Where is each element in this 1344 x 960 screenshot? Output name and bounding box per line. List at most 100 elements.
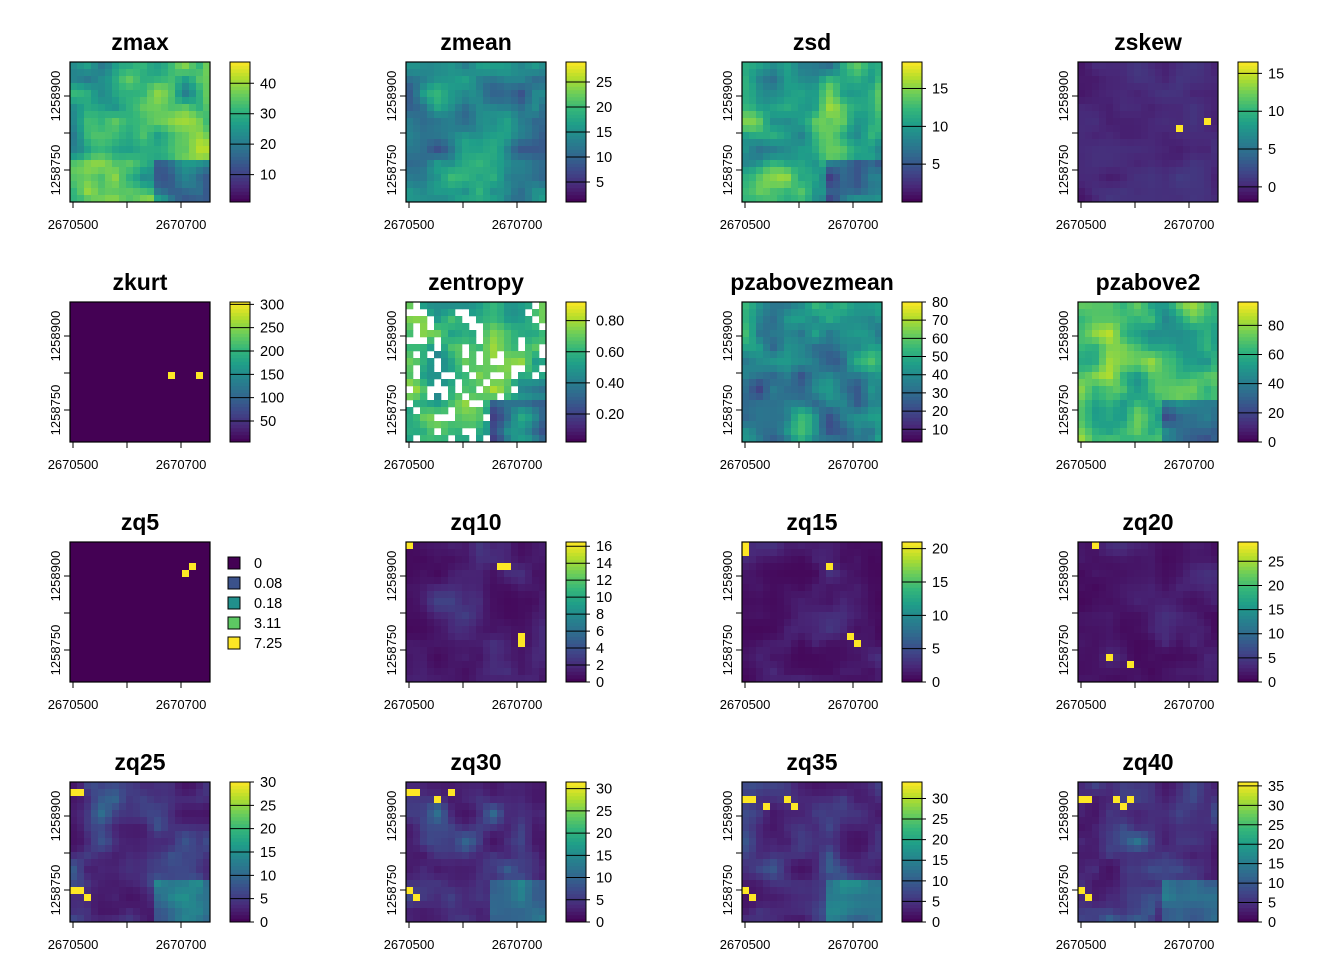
raster-cell [469,111,477,119]
raster-cell [77,668,85,676]
raster-cell [182,365,190,373]
raster-cell [455,111,463,119]
raster-cell [441,400,449,408]
raster-cell [448,400,456,408]
raster-cell [840,668,848,676]
raster-cell [140,584,148,592]
raster-cell [483,640,491,648]
raster-cell [469,414,477,422]
raster-cell [182,549,190,557]
raster-cell [784,97,792,105]
raster-cell [161,153,169,161]
legend-bar-step [1238,365,1258,369]
raster-cell [812,118,820,126]
raster-cell [77,661,85,669]
raster-cell [819,675,827,683]
raster-cell [847,619,855,627]
raster-cell [833,132,841,140]
raster-cell [140,386,148,394]
raster-cell [154,626,162,634]
raster-cell [1085,188,1093,196]
raster-cell [819,146,827,154]
raster-cell [1113,393,1121,401]
raster-cell [434,309,442,317]
raster-cell [1106,435,1114,443]
raster-cell [854,654,862,662]
raster-cell [861,323,869,331]
raster-cell [1106,407,1114,415]
x-tick-label: 2670700 [156,457,207,472]
raster-cell [1176,365,1184,373]
raster-cell [483,619,491,627]
raster-cell [434,626,442,634]
raster-cell [532,647,540,655]
raster-cell [161,97,169,105]
raster-cell [406,591,414,599]
y-tick-label: 1258750 [1056,145,1071,196]
raster-cell [840,62,848,70]
raster-cell [469,619,477,627]
raster-cell [784,351,792,359]
raster-cell [413,139,421,147]
raster-cell [168,584,176,592]
raster-cell [756,167,764,175]
raster-cell [462,640,470,648]
raster-cell [203,139,211,147]
raster-cell [182,661,190,669]
raster-cell [98,167,106,175]
raster-cell [70,146,78,154]
raster-cell [427,598,435,606]
raster-cell [497,619,505,627]
raster-cell [749,139,757,147]
raster-cell [133,160,141,168]
raster-cell [119,563,127,571]
raster-cell [196,556,204,564]
raster-cell [1106,393,1114,401]
raster-cell [833,337,841,345]
raster-cell [525,640,533,648]
raster-cell [413,118,421,126]
raster-cell [427,619,435,627]
raster-cell [126,139,134,147]
raster-cell [434,111,442,119]
raster-cell [763,351,771,359]
x-tick-label: 2670700 [492,217,543,232]
legend-bar-step [1238,198,1258,203]
raster-cell [749,654,757,662]
raster-cell [1078,393,1086,401]
raster-cell [182,598,190,606]
legend-bar-step [1238,312,1258,317]
raster-cell [511,577,519,585]
raster-cell [161,549,169,557]
raster-cell [742,675,750,683]
raster-cell [749,76,757,84]
raster-cell [448,195,456,203]
raster-cell [840,153,848,161]
raster-cell [112,549,120,557]
raster-cell [840,90,848,98]
raster-cell [1190,111,1198,119]
raster-cell [413,358,421,366]
raster-cell [1134,372,1142,380]
raster-cell [420,125,428,133]
raster-cell [189,153,197,161]
raster-cell [1211,428,1219,436]
raster-cell [1078,379,1086,387]
raster-cell [511,668,519,676]
raster-cell [504,344,512,352]
raster-cell [77,435,85,443]
raster-cell [455,577,463,585]
raster-cell [168,118,176,126]
raster-cell [196,316,204,324]
raster-cell [539,132,547,140]
raster-cell [518,316,526,324]
raster-cell [182,146,190,154]
raster-cell [847,542,855,550]
legend-tick-label: 20 [596,100,612,116]
raster-cell [1092,358,1100,366]
raster-cell [427,577,435,585]
raster-cell [511,570,519,578]
legend-bar-step [566,368,586,373]
raster-cell [91,174,99,182]
raster-cell [1148,358,1156,366]
